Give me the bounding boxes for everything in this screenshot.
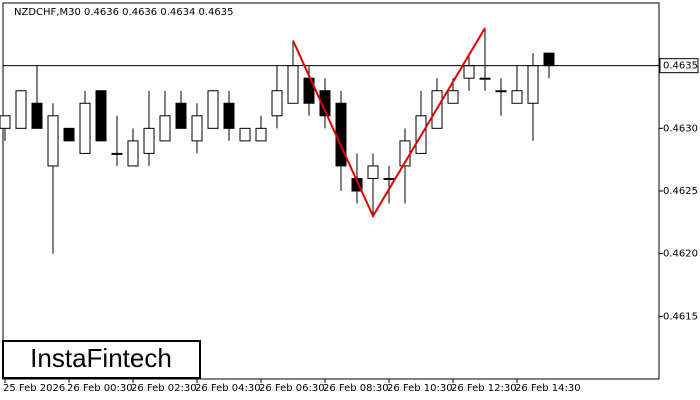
candle-body xyxy=(351,177,363,192)
logo-box xyxy=(2,340,201,379)
x-tick-label: 26 Feb 04:30 xyxy=(195,383,261,394)
candle-body xyxy=(271,90,283,117)
candle-body xyxy=(95,90,107,142)
candle-body xyxy=(287,65,299,104)
x-tick-label: 26 Feb 10:30 xyxy=(387,383,453,394)
pattern-line xyxy=(292,27,486,219)
last-price-box xyxy=(659,58,699,74)
candle-body xyxy=(447,90,459,104)
candle-body xyxy=(527,65,539,104)
y-tick-label: 0.4625 xyxy=(663,186,698,197)
candle-body xyxy=(63,127,75,142)
candle-body xyxy=(79,102,91,154)
candle-body xyxy=(127,140,139,167)
candle-body xyxy=(191,115,203,142)
candle-body xyxy=(159,115,171,142)
y-tick-label: 0.4620 xyxy=(663,249,698,260)
candle-body xyxy=(303,77,315,104)
candle-body xyxy=(223,102,235,129)
candle-body xyxy=(495,90,507,93)
candle-body xyxy=(383,177,395,180)
candle-body xyxy=(335,102,347,167)
x-tick-label: 26 Feb 00:30 xyxy=(67,383,133,394)
last-price-label: 0.4635 xyxy=(663,61,698,72)
candle-body xyxy=(111,152,123,155)
x-tick-label: 26 Feb 14:30 xyxy=(515,383,581,394)
candle-body xyxy=(175,102,187,129)
candle-body xyxy=(0,115,11,129)
x-tick-label: 26 Feb 06:30 xyxy=(259,383,325,394)
candle-body xyxy=(207,90,219,129)
candle-body xyxy=(239,127,251,142)
candle-body xyxy=(511,90,523,104)
x-tick-label: 26 Feb 12:30 xyxy=(451,383,517,394)
chart-title: NZDCHF,M30 0.4636 0.4636 0.4634 0.4635 xyxy=(14,7,234,18)
logo: InstaFintech xyxy=(30,343,172,373)
candle-body xyxy=(367,165,379,179)
y-tick-label: 0.4630 xyxy=(663,123,698,134)
x-tick-label: 26 Feb 08:30 xyxy=(323,383,389,394)
candle-body xyxy=(479,77,491,80)
candle-body xyxy=(543,52,555,67)
x-tick-label: 26 Feb 02:30 xyxy=(131,383,197,394)
candle-body xyxy=(463,65,475,79)
plot-frame xyxy=(2,2,660,380)
y-tick-label: 0.4615 xyxy=(663,311,698,322)
candle-body xyxy=(47,115,59,167)
candle-body xyxy=(15,90,27,129)
candle-body xyxy=(255,127,267,142)
candle-body xyxy=(31,102,43,129)
x-tick-label: 25 Feb 2026 xyxy=(3,383,65,394)
candle-body xyxy=(319,90,331,117)
candle-body xyxy=(143,127,155,154)
